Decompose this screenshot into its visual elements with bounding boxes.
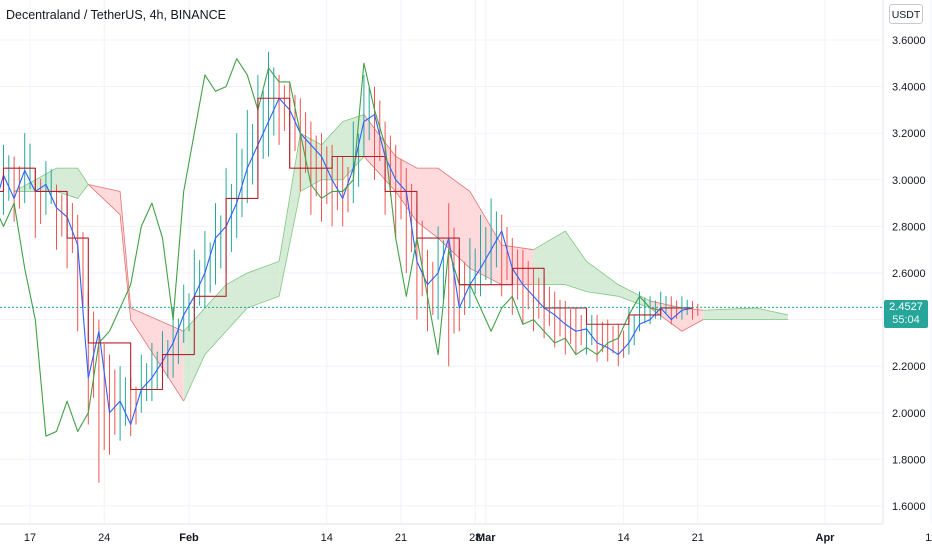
x-tick-label: Mar [476, 532, 496, 544]
cloud-span-b [533, 284, 651, 309]
x-tick-label: 21 [395, 532, 407, 544]
cloud-bullish [703, 307, 788, 320]
x-tick-label: 14 [617, 532, 629, 544]
cloud-span-a [533, 230, 651, 302]
y-tick-label: 3.2000 [892, 128, 926, 140]
indicator-lines [0, 58, 693, 437]
price-axis[interactable]: 3.60003.40003.20003.00002.80002.60002.40… [892, 35, 926, 513]
y-tick-label: 2.8000 [892, 221, 926, 233]
x-tick-label: 28 [469, 532, 481, 544]
cloud-span-b [183, 295, 280, 402]
x-tick-label: 24 [98, 532, 110, 544]
x-tick-label: Apr [816, 532, 836, 544]
currency-button[interactable]: USDT [889, 4, 923, 24]
cloud-bearish [88, 184, 184, 402]
y-tick-label: 2.2000 [892, 361, 926, 373]
x-tick-label: 17 [24, 532, 36, 544]
last-price-value: 2.4527 [889, 301, 923, 313]
y-tick-label: 3.4000 [892, 82, 926, 94]
y-tick-label: 2.0000 [892, 408, 926, 420]
y-tick-label: 3.0000 [892, 175, 926, 187]
bar-countdown: 55:04 [892, 314, 920, 326]
x-tick-label: 14 [321, 532, 333, 544]
y-tick-label: 1.6000 [892, 501, 926, 513]
y-tick-label: 2.6000 [892, 268, 926, 280]
cloud-bullish [533, 231, 651, 308]
cloud-bullish [183, 261, 280, 402]
symbol-title: Decentraland / TetherUS, 4h, BINANCE [6, 8, 227, 22]
last-price-badge: 2.4527 55:04 [884, 300, 928, 328]
y-tick-label: 1.8000 [892, 454, 926, 466]
series-base [0, 97, 693, 391]
cloud-span-a [88, 184, 184, 332]
cloud-span-a [703, 307, 788, 316]
x-tick-label: 21 [692, 532, 704, 544]
series-price [0, 97, 693, 426]
x-tick-label: Feb [179, 532, 199, 544]
x-tick-label: 11 [925, 532, 932, 544]
y-tick-label: 3.6000 [892, 35, 926, 47]
series-lagging [0, 58, 661, 437]
